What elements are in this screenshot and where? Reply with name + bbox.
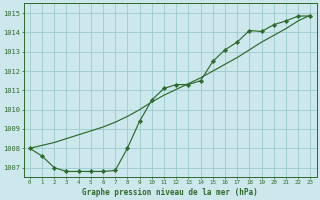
X-axis label: Graphe pression niveau de la mer (hPa): Graphe pression niveau de la mer (hPa) — [82, 188, 258, 197]
